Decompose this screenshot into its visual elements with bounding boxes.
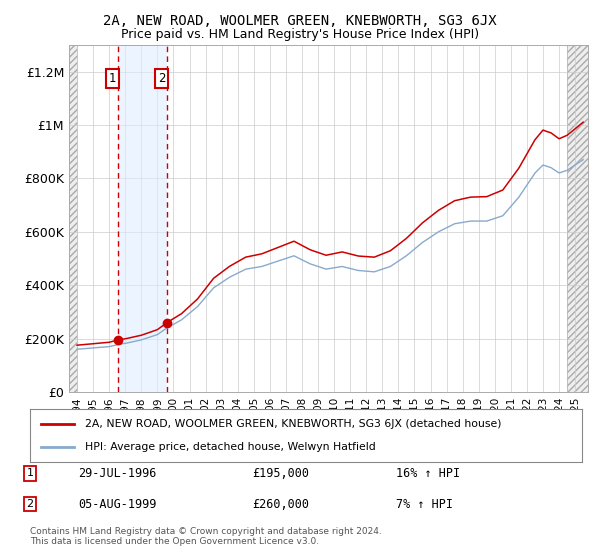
Text: Contains HM Land Registry data © Crown copyright and database right 2024.
This d: Contains HM Land Registry data © Crown c…: [30, 526, 382, 546]
Text: 7% ↑ HPI: 7% ↑ HPI: [396, 497, 453, 511]
Text: Price paid vs. HM Land Registry's House Price Index (HPI): Price paid vs. HM Land Registry's House …: [121, 28, 479, 41]
Text: 2A, NEW ROAD, WOOLMER GREEN, KNEBWORTH, SG3 6JX (detached house): 2A, NEW ROAD, WOOLMER GREEN, KNEBWORTH, …: [85, 419, 502, 429]
Text: 05-AUG-1999: 05-AUG-1999: [78, 497, 157, 511]
Text: 1: 1: [109, 72, 116, 85]
Bar: [69, 45, 77, 392]
Text: 1: 1: [26, 468, 34, 478]
Text: 2A, NEW ROAD, WOOLMER GREEN, KNEBWORTH, SG3 6JX: 2A, NEW ROAD, WOOLMER GREEN, KNEBWORTH, …: [103, 14, 497, 28]
Text: 2: 2: [26, 499, 34, 509]
Bar: [567, 45, 588, 392]
Text: £195,000: £195,000: [252, 466, 309, 480]
Text: £260,000: £260,000: [252, 497, 309, 511]
Text: 29-JUL-1996: 29-JUL-1996: [78, 466, 157, 480]
Text: 2: 2: [158, 72, 165, 85]
Bar: [118, 45, 167, 392]
Text: HPI: Average price, detached house, Welwyn Hatfield: HPI: Average price, detached house, Welw…: [85, 442, 376, 452]
Text: 16% ↑ HPI: 16% ↑ HPI: [396, 466, 460, 480]
